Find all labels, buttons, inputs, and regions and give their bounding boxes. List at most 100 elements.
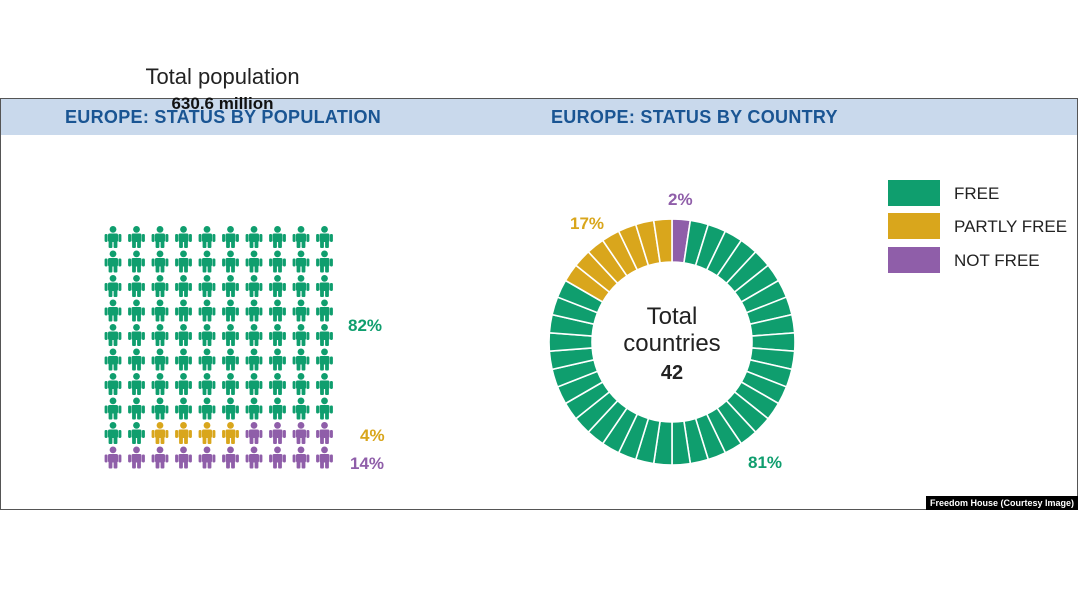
population-free-label: 82% [348, 316, 383, 335]
person-icon-free [151, 275, 169, 297]
person-icon-free [292, 348, 310, 371]
country-partly-free-label: 17% [570, 214, 605, 233]
person-icon-free [104, 226, 122, 248]
population-not-free-label: 14% [350, 454, 385, 473]
person-icon-free [128, 226, 145, 248]
person-icon-free [128, 250, 145, 273]
person-icon-not-free [198, 446, 216, 469]
person-icon-free [316, 397, 333, 420]
person-icon-free [269, 250, 286, 273]
person-icon-free [128, 324, 145, 346]
person-icon-free [175, 299, 192, 322]
person-icon-free [245, 275, 263, 297]
image-credit: Freedom House (Courtesy Image) [925, 496, 1078, 510]
person-icon-partly-free [175, 422, 192, 444]
donut-center-label-2: countries [623, 330, 721, 357]
person-icon-free [104, 275, 122, 297]
person-icon-free [316, 324, 333, 346]
person-icon-free [269, 226, 286, 248]
person-icon-not-free [269, 422, 286, 444]
person-icon-free [175, 348, 192, 371]
person-icon-free [245, 299, 263, 322]
person-icon-free [316, 348, 333, 371]
country-donut-chart [548, 218, 796, 466]
person-icon-not-free [269, 446, 286, 469]
person-icon-not-free [292, 422, 310, 444]
person-icon-free [128, 299, 145, 322]
person-icon-partly-free [151, 422, 169, 444]
donut-center-label-1: Total [646, 303, 698, 330]
person-icon-free [316, 299, 333, 322]
person-icon-free [151, 348, 169, 371]
person-icon-free [128, 348, 145, 371]
country-heading: EUROPE: STATUS BY COUNTRY [551, 107, 838, 127]
person-icon-free [222, 226, 239, 248]
person-icon-free [175, 275, 192, 297]
person-icon-free [175, 250, 192, 273]
person-icon-free [151, 324, 169, 346]
person-icon-free [222, 348, 239, 371]
person-icon-free [222, 250, 239, 273]
person-icon-not-free [245, 446, 263, 469]
population-heading: EUROPE: STATUS BY POPULATION [65, 107, 382, 127]
person-icon-free [198, 348, 216, 371]
legend-swatch-not-free [888, 247, 940, 273]
person-icon-not-free [104, 446, 122, 469]
person-icon-free [222, 324, 239, 346]
person-icon-free [104, 324, 122, 346]
person-icon-free [104, 373, 122, 395]
person-icon-partly-free [222, 422, 239, 444]
person-icon-free [222, 299, 239, 322]
person-icon-free [175, 226, 192, 248]
person-icon-not-free [292, 446, 310, 469]
person-icon-free [175, 324, 192, 346]
person-icon-free [151, 397, 169, 420]
person-icon-free [269, 324, 286, 346]
person-icon-free [198, 397, 216, 420]
person-icon-free [151, 299, 169, 322]
person-icon-free [198, 299, 216, 322]
person-icon-not-free [316, 446, 333, 469]
person-icon-free [128, 422, 145, 444]
person-icon-free [269, 299, 286, 322]
person-icon-free [104, 348, 122, 371]
person-icon-free [175, 397, 192, 420]
person-icon-free [245, 373, 263, 395]
legend-label-partly-free: PARTLY FREE [954, 217, 1068, 236]
person-icon-free [292, 397, 310, 420]
person-icon-free [128, 275, 145, 297]
person-icon-free [269, 348, 286, 371]
person-icon-free [198, 373, 216, 395]
person-icon-free [128, 397, 145, 420]
person-icon-free [104, 250, 122, 273]
person-icon-partly-free [198, 422, 216, 444]
person-icon-free [316, 373, 333, 395]
person-icon-free [269, 275, 286, 297]
person-icon-free [245, 348, 263, 371]
person-icon-free [269, 373, 286, 395]
donut-center-value: 42 [660, 362, 684, 384]
person-icon-not-free [245, 422, 263, 444]
person-icon-free [245, 250, 263, 273]
person-icon-free [128, 373, 145, 395]
person-icon-free [316, 250, 333, 273]
header-band: EUROPE: STATUS BY POPULATION EUROPE: STA… [1, 99, 1077, 135]
country-free-label: 81% [748, 453, 783, 472]
person-icon-free [175, 373, 192, 395]
person-icon-free [316, 275, 333, 297]
person-icon-free [316, 226, 333, 248]
person-icon-free [292, 373, 310, 395]
legend-swatch-partly-free [888, 213, 940, 239]
person-icon-free [222, 397, 239, 420]
person-icon-free [292, 226, 310, 248]
person-icon-not-free [175, 446, 192, 469]
person-icon-free [151, 226, 169, 248]
person-icon-free [198, 250, 216, 273]
person-icon-not-free [316, 422, 333, 444]
person-icon-free [292, 324, 310, 346]
person-icon-free [292, 275, 310, 297]
legend-swatch-free [888, 180, 940, 206]
person-icon-free [245, 397, 263, 420]
person-icon-free [104, 422, 122, 444]
person-icon-free [198, 275, 216, 297]
